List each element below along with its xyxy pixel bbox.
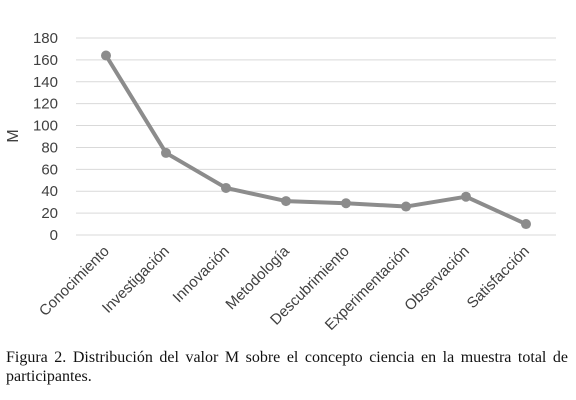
x-tick-labels: ConocimientoInvestigaciónInnovaciónMetod… [36,242,533,333]
data-series [101,50,531,230]
gridlines [76,37,556,236]
x-tick-label: Innovación [169,243,232,306]
data-point-metodología [281,196,291,207]
y-tick-label: 180 [33,30,58,47]
y-tick-label: 20 [41,205,58,222]
figure-caption: Figura 2. Distribución del valor M sobre… [6,349,568,385]
y-tick-label: 40 [41,183,58,200]
y-tick-label: 120 [33,96,58,113]
y-tick-label: 0 [50,227,58,244]
data-point-conocimiento [101,50,111,61]
y-tick-label: 60 [41,161,58,178]
data-point-satisfacción [521,219,531,230]
data-point-experimentación [401,201,411,212]
y-tick-label: 160 [33,52,58,69]
y-tick-label: 140 [33,74,58,91]
x-tick-label: Observación [401,243,473,315]
line-chart: 0 20 40 60 80 100 120 140 160 180 M ConocimientoI… [5,30,556,334]
y-tick-label: 80 [41,139,58,156]
y-tick-label: 100 [33,118,58,135]
data-point-descubrimiento [341,198,351,209]
y-axis-label: M [5,129,22,142]
x-tick-label: Satisfacción [464,243,533,312]
series-line [104,53,528,227]
y-tick-labels: 0 20 40 60 80 100 120 140 160 180 [33,30,58,244]
data-point-innovación [221,182,231,193]
data-point-investigación [161,147,171,158]
data-point-observación [461,191,471,202]
